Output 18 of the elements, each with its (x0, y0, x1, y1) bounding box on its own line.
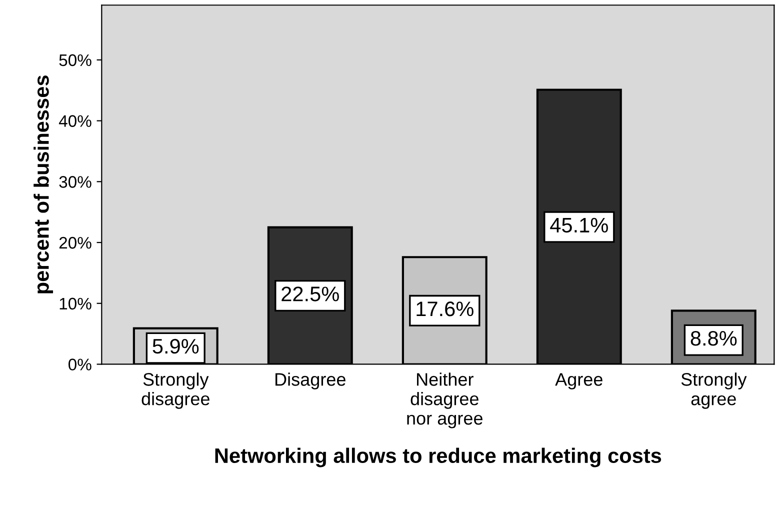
y-tick-label: 50% (59, 54, 92, 66)
data-label: 45.1% (550, 218, 608, 233)
data-label: 22.5% (282, 286, 339, 302)
x-tick-label: Agree (555, 373, 602, 390)
data-label: 5.9% (152, 338, 199, 354)
data-label: 17.6% (416, 302, 474, 316)
x-tick-label: Disagree (275, 372, 346, 390)
y-tick-label: 40% (58, 115, 92, 127)
y-tick-label: 0% (68, 358, 92, 370)
y-axis-title: percent of businesses (34, 76, 54, 294)
x-tick-label: Strongly disagree (142, 372, 210, 409)
data-label: 8.8% (690, 330, 737, 346)
x-tick-label: Strongly agree (681, 372, 747, 409)
y-tick-label: 30% (59, 176, 92, 188)
x-tick-label: Neither disagree nor agree (407, 372, 482, 428)
y-tick-label: 10% (60, 298, 92, 310)
x-axis-title: Networking allows to reduce marketing costs (215, 448, 662, 468)
y-tick-label: 20% (59, 236, 92, 249)
